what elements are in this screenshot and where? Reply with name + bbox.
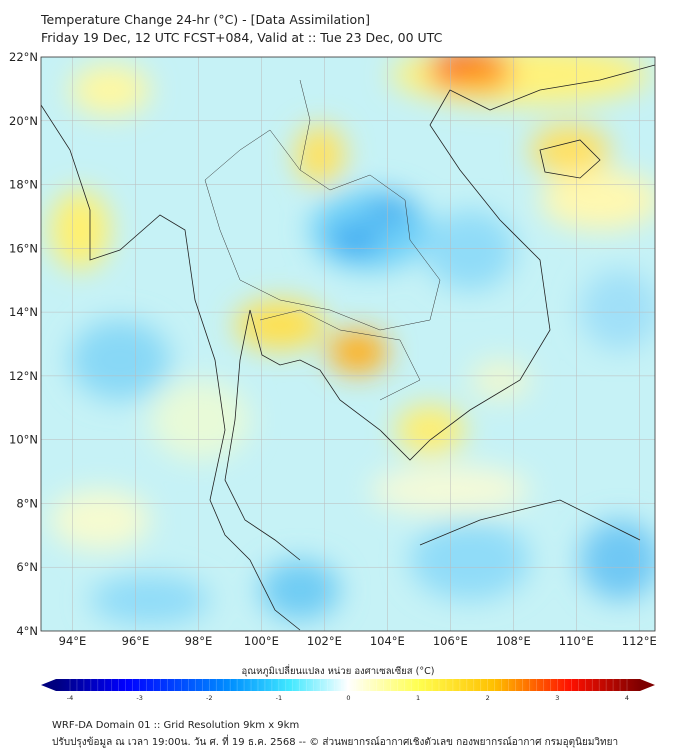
lon-tick-label: 98°E [185, 634, 213, 648]
lon-tick-label: 108°E [496, 634, 531, 648]
colorbar-tick-label: 2 [486, 694, 490, 700]
colorbar-tick-label: -1 [276, 694, 282, 700]
lat-tick-label: 14°N [9, 305, 38, 319]
footer-credits: ปรับปรุงข้อมูล ณ เวลา 19:00น. วัน ศ. ที่… [52, 737, 619, 748]
admin-boundaries [204, 79, 441, 401]
lat-tick-label: 22°N [9, 50, 38, 64]
lon-tick-label: 104°E [370, 634, 405, 648]
colorbar-tick-label: 3 [555, 694, 559, 700]
lat-tick-label: 4°N [16, 624, 38, 638]
temperature-field [41, 57, 655, 631]
colorbar-tick-label: -4 [67, 694, 73, 700]
colorbar-tick-label: 1 [416, 694, 420, 700]
colorbar-tick-label: -3 [136, 694, 142, 700]
lat-tick-label: 18°N [9, 178, 38, 192]
colorbar-tick-label: 0 [346, 694, 350, 700]
colorbar-label: อุณหภูมิเปลี่ยนแปลง หน่วย องศาเซลเซียส (… [241, 666, 435, 677]
lat-tick-labels: 22°N 20°N 18°N 16°N 14°N 12°N 10°N 8°N 6°N 4°N [9, 50, 38, 638]
colorbar-tick-label: 4 [625, 694, 629, 700]
lon-tick-labels: 94°E 96°E 98°E 100°E 102°E 104°E 106°E 108°E 110… [59, 634, 657, 648]
lat-tick-label: 16°N [9, 241, 38, 255]
lon-tick-label: 96°E [122, 634, 150, 648]
lat-tick-label: 20°N [9, 114, 38, 128]
chart-subtitle: Friday 19 Dec, 12 UTC FCST+084, Valid at… [41, 30, 443, 45]
colorbar-tick-label: -2 [206, 694, 212, 700]
lat-tick-label: 10°N [9, 433, 38, 447]
chart-title: Temperature Change 24-hr (°C) - [Data As… [41, 12, 370, 27]
lat-tick-label: 6°N [16, 560, 38, 574]
coastlines [41, 64, 655, 631]
lat-tick-label: 8°N [16, 496, 38, 510]
temperature-map: 22°N 20°N 18°N 16°N 14°N 12°N 10°N 8°N 6°N 4°N 94… [9, 50, 657, 700]
colorbar: -4 -3 -2 -1 0 1 2 3 4 [41, 679, 655, 700]
lon-tick-label: 94°E [59, 634, 87, 648]
lat-tick-label: 12°N [9, 369, 38, 383]
lon-tick-label: 102°E [307, 634, 342, 648]
lon-tick-label: 110°E [559, 634, 594, 648]
lon-tick-label: 112°E [622, 634, 657, 648]
lon-tick-label: 106°E [433, 634, 468, 648]
footer-model-info: WRF-DA Domain 01 :: Grid Resolution 9km … [52, 720, 300, 731]
lon-tick-label: 100°E [244, 634, 279, 648]
